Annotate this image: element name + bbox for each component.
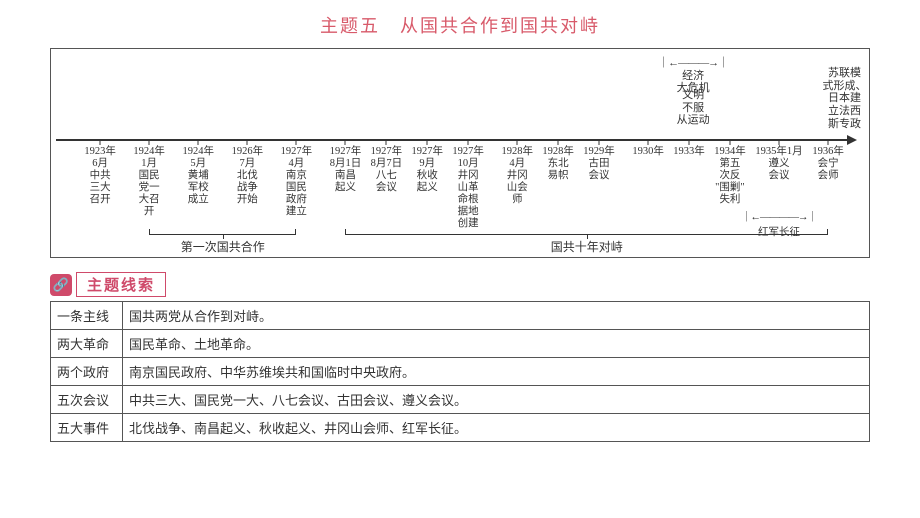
timeline-event: 1934年 第五 次反 "围剿" 失利 [714,146,746,206]
upper-annotation: 文明 不服 从运动 [677,89,710,127]
tick [779,139,780,145]
timeline-event: 1927年 8月7日 八七 会议 [371,146,403,194]
table-row: 两个政府南京国民政府、中华苏维埃共和国临时中央政府。 [51,358,870,386]
tick [386,139,387,145]
timeline-event: 1924年 1月 国民 党一 大召 开 [133,146,165,218]
tick [247,139,248,145]
row-head: 一条主线 [51,302,123,330]
tick [427,139,428,145]
row-body: 南京国民政府、中华苏维埃共和国临时中央政府。 [123,358,870,386]
table-row: 五大事件北伐战争、南昌起义、秋收起义、井冈山会师、红军长征。 [51,414,870,442]
period-bracket: 国共十年对峙 [345,229,828,255]
row-body: 国共两党从合作到对峙。 [123,302,870,330]
row-head: 两个政府 [51,358,123,386]
tick [599,139,600,145]
table-row: 五次会议中共三大、国民党一大、八七会议、古田会议、遵义会议。 [51,386,870,414]
row-body: 北伐战争、南昌起义、秋收起义、井冈山会师、红军长征。 [123,414,870,442]
link-icon: 🔗 [50,274,72,296]
tick [729,139,730,145]
timeline-event: 1928年 4月 井冈 山会 师 [502,146,534,206]
timeline-axis [51,139,869,141]
period-bracket: 第一次国共合作 [149,229,296,255]
timeline-event: 1926年 7月 北伐 战争 开始 [232,146,264,206]
timeline-event: 1933年 [673,146,705,158]
summary-table: 一条主线国共两党从合作到对峙。两大革命国民革命、土地革命。两个政府南京国民政府、… [50,301,870,442]
row-head: 两大革命 [51,330,123,358]
tick [828,139,829,145]
tick [468,139,469,145]
tick [558,139,559,145]
timeline-event: 1923年 6月 中共 三大 召开 [84,146,116,206]
timeline-event: 1927年 8月1日 南昌 起义 [330,146,362,194]
timeline-event: 1927年 9月 秋收 起义 [412,146,444,194]
tick [517,139,518,145]
upper-annotation: 苏联模 式形成、 日本建 立法西 斯专政 [822,67,866,130]
section-tag-label: 主题线索 [76,272,166,297]
row-body: 中共三大、国民党一大、八七会议、古田会议、遵义会议。 [123,386,870,414]
timeline-event: 1924年 5月 黄埔 军校 成立 [182,146,214,206]
timeline-event: 1936年 会宁 会师 [812,146,844,182]
timeline-event: 1927年 10月 井冈 山革 命根 据地 创建 [452,146,484,230]
row-head: 五大事件 [51,414,123,442]
tick [100,139,101,145]
tick [296,139,297,145]
page-title: 主题五 从国共合作到国共对峙 [0,0,920,38]
tick [648,139,649,145]
timeline-event: 1930年 [632,146,664,158]
bracket-row: 第一次国共合作 国共十年对峙 [51,229,869,257]
timeline-event: 1927年 4月 南京 国民 政府 建立 [281,146,313,218]
timeline-event: 1935年1月 遵义 会议 [755,146,802,182]
tick [689,139,690,145]
row-head: 五次会议 [51,386,123,414]
tick [149,139,150,145]
axis-arrow-icon [847,135,857,145]
section-tag: 🔗 主题线索 [50,272,920,297]
timeline-event: 1928年 东北 易帜 [542,146,574,182]
row-body: 国民革命、土地革命。 [123,330,870,358]
timeline-diagram: ｜←———→｜经济 大危机文明 不服 从运动苏联模 式形成、 日本建 立法西 斯… [50,48,870,258]
tick [198,139,199,145]
timeline-event: 1929年 古田 会议 [583,146,615,182]
table-row: 一条主线国共两党从合作到对峙。 [51,302,870,330]
tick [345,139,346,145]
table-row: 两大革命国民革命、土地革命。 [51,330,870,358]
